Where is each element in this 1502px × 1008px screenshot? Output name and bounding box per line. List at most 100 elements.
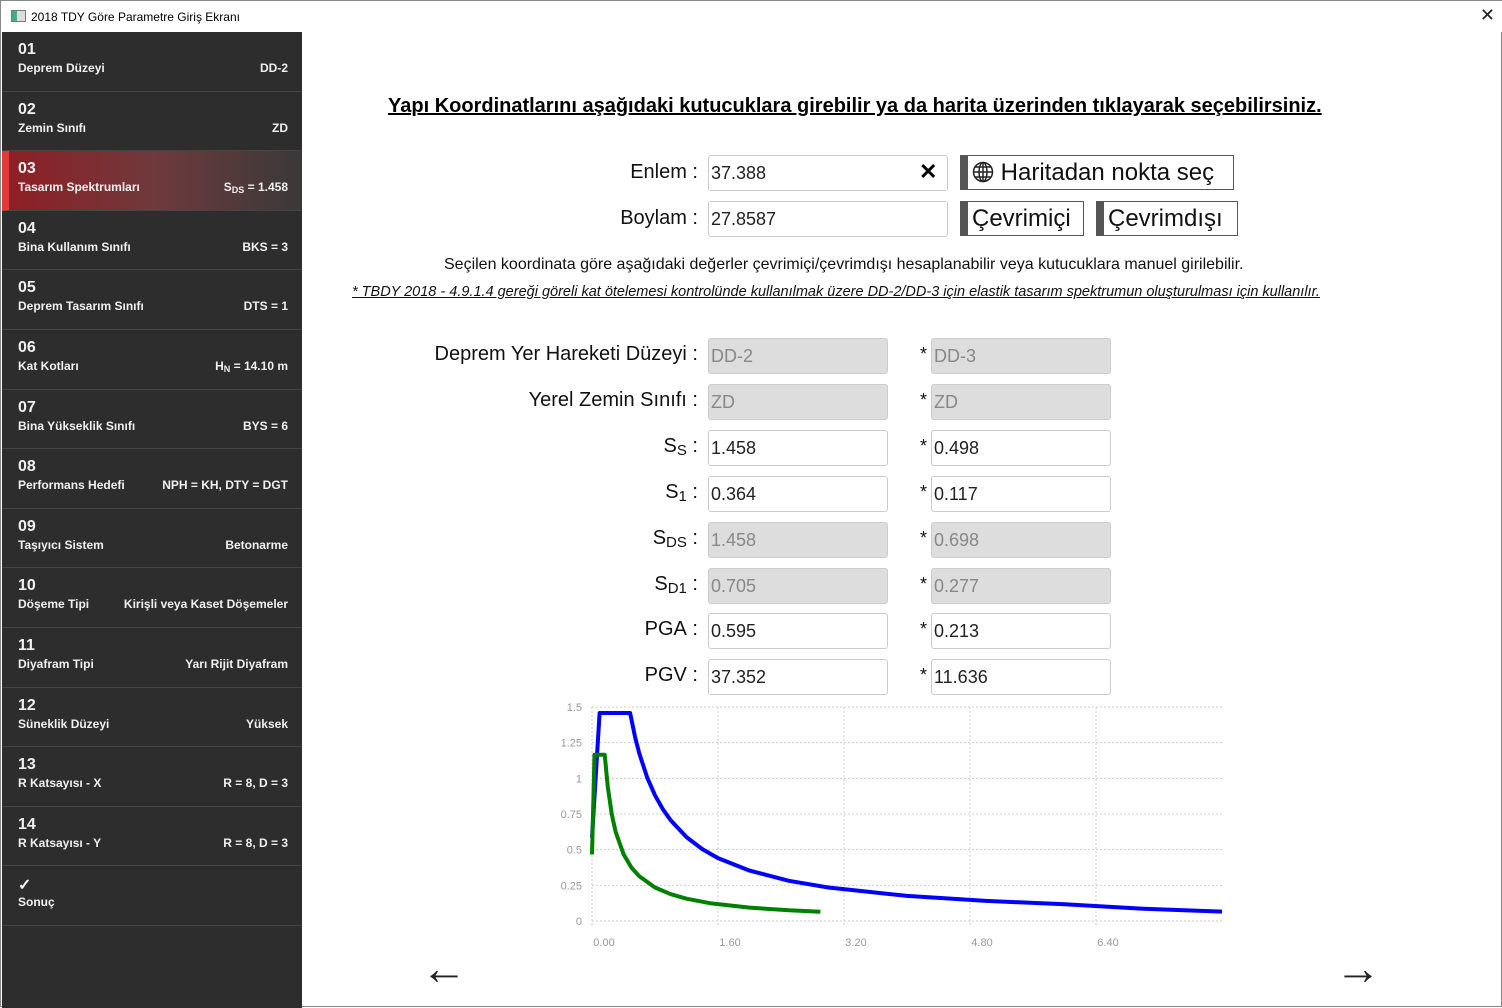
param-label-text: S [652, 526, 667, 549]
sidebar-item-value: SDS = 1.458 [224, 180, 288, 195]
sidebar-item-label: Kat Kotları [18, 358, 79, 373]
param-input-dd2[interactable]: DD-2 [708, 338, 888, 374]
sidebar-item-label: Sonuç [18, 895, 55, 910]
param-label-text: PGA [644, 618, 687, 641]
param-label: PGV : [398, 664, 698, 688]
latitude-input[interactable] [708, 155, 948, 191]
param-label-colon: : [686, 664, 698, 687]
info-text: Seçilen koordinata göre aşağıdaki değerl… [444, 256, 1244, 273]
sidebar-item-value-text: Yüksek [245, 716, 288, 731]
sidebar-item-label: Bina Kullanım Sınıfı [18, 239, 131, 254]
param-input-dd3[interactable]: 0.213 [931, 613, 1111, 650]
sidebar-item-value: Yarı Rijit Diyafram [185, 657, 288, 671]
sidebar-item-value-text: Kirişli veya Kaset Döşemeler [123, 597, 288, 612]
sidebar-item-value: BKS = 3 [242, 240, 288, 254]
param-input-dd3[interactable]: 0.498 [931, 429, 1111, 466]
asterisk: * [920, 619, 928, 640]
longitude-label: Boylam : [620, 207, 698, 229]
x-tick-label: 4.80 [971, 937, 992, 949]
sidebar-item-number: 08 [18, 458, 36, 476]
sidebar-item-06[interactable]: 06 Kat Kotları HN = 14.10 m [2, 330, 302, 390]
param-input-dd3[interactable]: 0.277 [931, 567, 1111, 604]
param-label: PGA : [398, 618, 698, 642]
sidebar-item-value-subscript: DS [231, 185, 245, 196]
param-input-dd3[interactable]: 0.698 [931, 521, 1111, 558]
sidebar-item-10[interactable]: 10 Döşeme Tipi Kirişli veya Kaset Döşeme… [2, 568, 302, 628]
x-tick-label: 3.20 [845, 937, 866, 949]
sidebar-item-03[interactable]: 03 Tasarım Spektrumları SDS = 1.458 [2, 151, 302, 211]
sidebar-item-13[interactable]: 13 R Katsayısı - X R = 8, D = 3 [2, 747, 302, 807]
param-input-dd2[interactable]: 37.352 [708, 659, 888, 696]
sidebar-item-number: 01 [18, 41, 36, 58]
clear-icon[interactable]: ✕ [919, 159, 938, 184]
param-label-text: PGV [644, 664, 687, 687]
sidebar-item-value: R = 8, D = 3 [223, 836, 288, 850]
asterisk: * [920, 527, 928, 548]
sidebar-item-09[interactable]: 09 Taşıyıcı Sistem Betonarme [2, 509, 302, 569]
title-bar: 2018 TDY Göre Parametre Giriş Ekranı ✕ [1, 1, 1502, 32]
param-input-dd2[interactable]: 0.595 [708, 613, 888, 650]
sidebar-item-08[interactable]: 08 Performans Hedefi NPH = KH, DTY = DGT [2, 449, 302, 509]
spectrum-line-2 [590, 752, 821, 914]
y-tick-label: 1.5 [567, 702, 582, 714]
sidebar-item-value: DTS = 1 [244, 299, 288, 313]
param-input-dd2[interactable]: ZD [708, 383, 888, 420]
sidebar-item-label: Deprem Düzeyi [18, 61, 105, 75]
sidebar-item-number: 11 [18, 636, 35, 654]
sidebar-item-11[interactable]: 11 Diyafram Tipi Yarı Rijit Diyafram [2, 628, 302, 688]
sidebar-item-07[interactable]: 07 Bina Yükseklik Sınıfı BYS = 6 [2, 390, 302, 450]
sidebar-item-value-text: = 14.10 m [230, 358, 288, 373]
sidebar-item-number: 13 [18, 756, 36, 774]
offline-button[interactable]: Çevrimdışı [1096, 201, 1238, 236]
sidebar-item-value: BYS = 6 [243, 419, 288, 433]
sidebar-item-14[interactable]: 14 R Katsayısı - Y R = 8, D = 3 [2, 807, 302, 867]
sidebar-item-value-text: BKS = 3 [242, 239, 288, 254]
sidebar-item-value-text: R = 8, D = 3 [223, 835, 288, 850]
param-input-dd3[interactable]: 0.117 [931, 475, 1111, 512]
sidebar-item-number: 05 [18, 279, 36, 297]
param-input-dd2[interactable]: 0.364 [708, 475, 888, 512]
sidebar-item-value-text: DTS = 1 [243, 299, 288, 314]
sidebar-item-number: 06 [18, 338, 36, 356]
y-tick-label: 1.25 [561, 738, 582, 750]
sidebar-item-number: 10 [18, 577, 36, 595]
param-input-dd3[interactable]: 11.636 [931, 659, 1111, 696]
close-icon[interactable]: ✕ [1479, 5, 1495, 25]
param-label-text: Yerel Zemin Sınıfı [528, 388, 687, 411]
sidebar-item-value: ZD [272, 121, 288, 135]
sidebar-item-number: 07 [18, 398, 36, 416]
sidebar-item-label: R Katsayısı - X [18, 776, 102, 791]
back-arrow-icon[interactable]: ← [421, 942, 467, 994]
sidebar-item-value-text: Betonarme [225, 537, 288, 552]
sidebar-item-value: HN = 14.10 m [215, 359, 288, 374]
param-label-colon: : [686, 572, 698, 595]
sidebar-item-number: 12 [18, 696, 36, 714]
pick-from-map-button[interactable]: Haritadan nokta seç [960, 155, 1234, 190]
sidebar-item-05[interactable]: 05 Deprem Tasarım Sınıfı DTS = 1 [2, 270, 302, 330]
longitude-input[interactable] [708, 201, 948, 237]
sidebar-item-result[interactable]: ✓ Sonuç [2, 866, 302, 926]
param-input-dd3[interactable]: DD-3 [931, 338, 1111, 374]
param-input-dd3[interactable]: ZD [931, 383, 1111, 420]
sidebar-item-value-text: Yarı Rijit Diyafram [185, 656, 288, 671]
window-title: 2018 TDY Göre Parametre Giriş Ekranı [31, 10, 240, 24]
param-input-dd2[interactable]: 1.458 [708, 521, 888, 558]
param-input-dd2[interactable]: 1.458 [708, 429, 888, 466]
sidebar-item-12[interactable]: 12 Süneklik Düzeyi Yüksek [2, 688, 302, 748]
param-input-dd2[interactable]: 0.705 [708, 567, 888, 604]
param-label-subscript: D1 [667, 579, 687, 597]
sidebar-item-01[interactable]: 01 Deprem Düzeyi DD-2 [2, 32, 302, 92]
sidebar-item-02[interactable]: 02 Zemin Sınıfı ZD [2, 92, 302, 152]
sidebar-item-number: 14 [18, 815, 36, 833]
asterisk: * [920, 573, 928, 594]
param-label-colon: : [686, 480, 698, 503]
sidebar-item-value: DD-2 [260, 61, 288, 75]
sidebar-item-04[interactable]: 04 Bina Kullanım Sınıfı BKS = 3 [2, 211, 302, 271]
sidebar-item-number: 03 [18, 160, 36, 178]
param-label: S1 : [398, 481, 698, 505]
asterisk: * [920, 665, 928, 686]
next-arrow-icon[interactable]: → [1335, 942, 1381, 994]
sidebar-item-value-text: BYS = 6 [242, 418, 288, 433]
spectrum-chart: 0 0.25 0.5 0.75 1 1.25 1.5 0.00 1.60 3.20 4.80 6.40 [561, 702, 1223, 949]
online-button[interactable]: Çevrimiçi [960, 201, 1084, 236]
